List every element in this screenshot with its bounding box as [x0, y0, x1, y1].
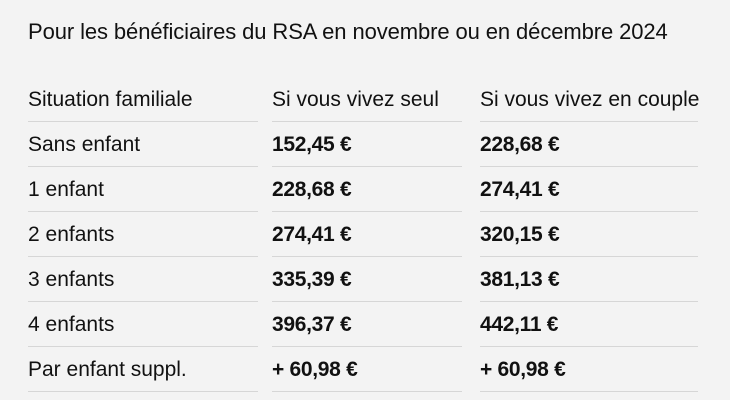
row-label: 3 enfants [28, 257, 272, 302]
table-row: 4 enfants 396,37 € 442,11 € [28, 302, 702, 347]
column-header-situation: Situation familiale [28, 77, 272, 122]
table-header-row: Situation familiale Si vous vivez seul S… [28, 77, 702, 122]
row-label: Par enfant suppl. [28, 347, 272, 392]
column-header-single: Si vous vivez seul [272, 77, 480, 122]
row-label: 4 enfants [28, 302, 272, 347]
amount-couple: 320,15 € [480, 212, 702, 257]
amount-couple: + 60,98 € [480, 347, 702, 392]
amount-single: 396,37 € [272, 302, 480, 347]
table-row: 3 enfants 335,39 € 381,13 € [28, 257, 702, 302]
amount-single: 335,39 € [272, 257, 480, 302]
row-label: 1 enfant [28, 167, 272, 212]
table-row: 1 enfant 228,68 € 274,41 € [28, 167, 702, 212]
amount-couple: 442,11 € [480, 302, 702, 347]
rsa-amounts-table: Situation familiale Si vous vivez seul S… [28, 77, 702, 392]
table-heading: Pour les bénéficiaires du RSA en novembr… [28, 19, 668, 44]
amount-single: 274,41 € [272, 212, 480, 257]
table-row: Sans enfant 152,45 € 228,68 € [28, 122, 702, 167]
amount-couple: 274,41 € [480, 167, 702, 212]
table-row: Par enfant suppl. + 60,98 € + 60,98 € [28, 347, 702, 392]
amount-couple: 228,68 € [480, 122, 702, 167]
table-row: 2 enfants 274,41 € 320,15 € [28, 212, 702, 257]
amount-single: + 60,98 € [272, 347, 480, 392]
amount-single: 152,45 € [272, 122, 480, 167]
column-header-couple: Si vous vivez en couple [480, 77, 702, 122]
amount-couple: 381,13 € [480, 257, 702, 302]
row-label: 2 enfants [28, 212, 272, 257]
amount-single: 228,68 € [272, 167, 480, 212]
row-label: Sans enfant [28, 122, 272, 167]
